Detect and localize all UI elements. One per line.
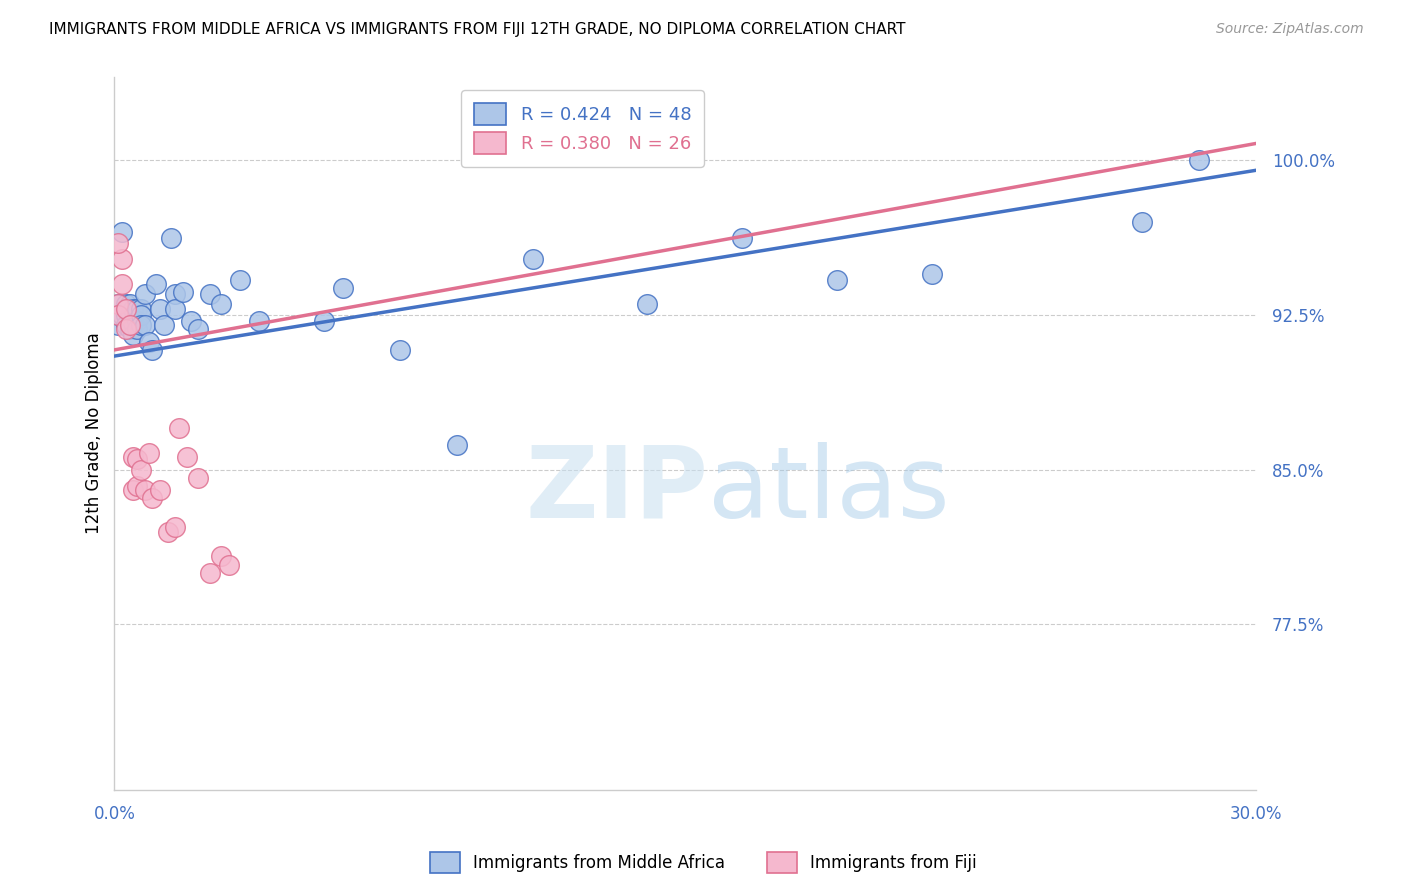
Text: IMMIGRANTS FROM MIDDLE AFRICA VS IMMIGRANTS FROM FIJI 12TH GRADE, NO DIPLOMA COR: IMMIGRANTS FROM MIDDLE AFRICA VS IMMIGRA…	[49, 22, 905, 37]
Point	[141, 491, 163, 506]
Point	[1188, 153, 1211, 167]
Point	[179, 314, 201, 328]
Point	[1130, 215, 1153, 229]
Point	[187, 471, 209, 485]
Point	[134, 287, 156, 301]
Point	[127, 479, 149, 493]
Point	[827, 273, 849, 287]
Point	[149, 483, 172, 498]
Point	[218, 558, 240, 572]
Point	[107, 297, 129, 311]
Point	[145, 277, 167, 291]
Point	[176, 450, 198, 465]
Point	[114, 308, 136, 322]
Point	[107, 297, 129, 311]
Point	[153, 318, 176, 332]
Point	[636, 297, 658, 311]
Text: ZIP: ZIP	[524, 442, 709, 539]
Point	[141, 343, 163, 357]
Point	[522, 252, 544, 266]
Point	[388, 343, 411, 357]
Point	[332, 281, 354, 295]
Point	[134, 483, 156, 498]
Point	[165, 301, 187, 316]
Point	[111, 277, 134, 291]
Point	[114, 301, 136, 316]
Point	[149, 301, 172, 316]
Point	[247, 314, 270, 328]
Legend: R = 0.424   N = 48, R = 0.380   N = 26: R = 0.424 N = 48, R = 0.380 N = 26	[461, 90, 704, 167]
Point	[921, 267, 943, 281]
Text: Source: ZipAtlas.com: Source: ZipAtlas.com	[1216, 22, 1364, 37]
Point	[107, 308, 129, 322]
Point	[209, 549, 232, 564]
Point	[122, 450, 145, 465]
Point	[167, 421, 190, 435]
Text: atlas: atlas	[709, 442, 949, 539]
Point	[111, 308, 134, 322]
Point	[134, 318, 156, 332]
Point	[114, 297, 136, 311]
Point	[111, 252, 134, 266]
Point	[118, 318, 141, 332]
Point	[118, 308, 141, 322]
Point	[107, 235, 129, 250]
Point	[122, 328, 145, 343]
Point	[160, 231, 183, 245]
Point	[118, 322, 141, 336]
Point	[129, 462, 152, 476]
Point	[312, 314, 335, 328]
Point	[127, 322, 149, 336]
Point	[229, 273, 252, 287]
Point	[156, 524, 179, 539]
Point	[107, 308, 129, 322]
Point	[446, 438, 468, 452]
Point	[127, 301, 149, 316]
Point	[118, 297, 141, 311]
Point	[111, 225, 134, 239]
Point	[165, 287, 187, 301]
Y-axis label: 12th Grade, No Diploma: 12th Grade, No Diploma	[86, 333, 103, 534]
Legend: Immigrants from Middle Africa, Immigrants from Fiji: Immigrants from Middle Africa, Immigrant…	[423, 846, 983, 880]
Point	[138, 334, 160, 349]
Point	[129, 318, 152, 332]
Point	[129, 301, 152, 316]
Point	[127, 452, 149, 467]
Point	[165, 520, 187, 534]
Point	[209, 297, 232, 311]
Point	[122, 301, 145, 316]
Point	[122, 483, 145, 498]
Point	[198, 566, 221, 580]
Point	[107, 318, 129, 332]
Point	[731, 231, 754, 245]
Point	[114, 322, 136, 336]
Point	[138, 446, 160, 460]
Point	[114, 318, 136, 332]
Point	[198, 287, 221, 301]
Point	[172, 285, 194, 299]
Point	[127, 314, 149, 328]
Point	[129, 308, 152, 322]
Point	[122, 316, 145, 330]
Point	[187, 322, 209, 336]
